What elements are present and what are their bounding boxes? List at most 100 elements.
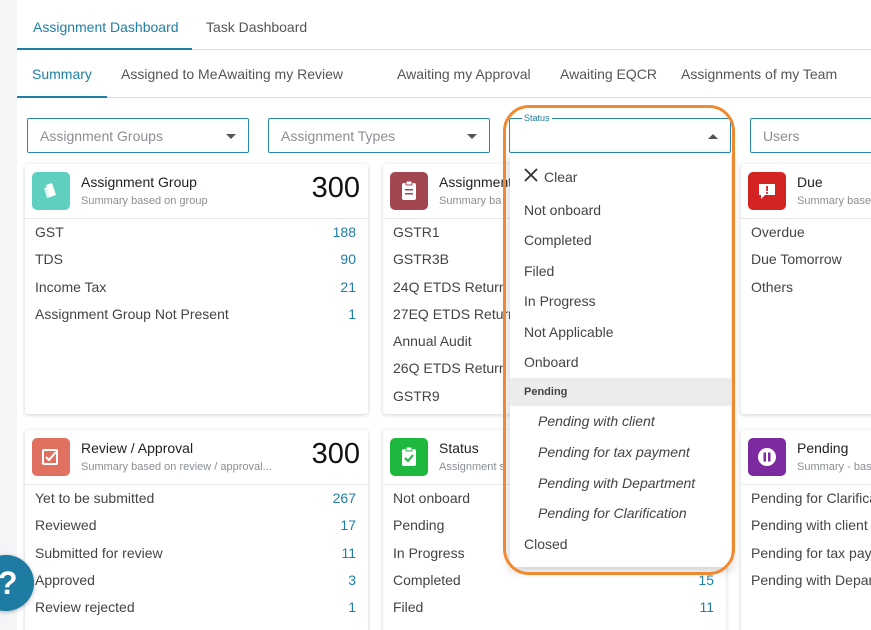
row-label: Due Tomorrow: [751, 251, 842, 268]
status-select[interactable]: Status: [509, 113, 731, 153]
tags-icon: [32, 172, 70, 210]
list-item[interactable]: Completed 15: [383, 567, 726, 594]
status-sub-option[interactable]: Pending with Department: [538, 475, 696, 491]
tab-task-dashboard[interactable]: Task Dashboard: [206, 19, 308, 35]
card-rows: Pending for Clarifica Pending with clien…: [741, 484, 871, 594]
tab-awaiting-my-review[interactable]: Awaiting my Review: [218, 66, 344, 82]
list-item[interactable]: Pending for tax pay: [741, 540, 871, 567]
card-title: Pending: [797, 440, 849, 456]
list-item[interactable]: Review rejected 1: [25, 594, 368, 621]
row-label: In Progress: [393, 544, 465, 561]
row-label: Reviewed: [35, 517, 97, 534]
card-title: Status: [439, 440, 479, 456]
status-sub-option[interactable]: Pending for tax payment: [538, 444, 690, 460]
list-item[interactable]: Income Tax 21: [25, 274, 368, 301]
list-item[interactable]: TDS 90: [25, 246, 368, 273]
clear-button[interactable]: Clear: [524, 163, 577, 191]
assignment-groups-select[interactable]: Assignment Groups: [27, 118, 249, 153]
list-item[interactable]: Pending with client: [741, 512, 871, 539]
status-sub-option[interactable]: Pending with client: [538, 413, 655, 429]
status-sub-option[interactable]: Pending for Clarification: [538, 505, 687, 521]
list-item[interactable]: GSTR9: [383, 383, 726, 410]
list-item[interactable]: Overdue: [741, 219, 871, 246]
close-icon: [524, 163, 538, 191]
list-item[interactable]: Annual Audit: [383, 328, 726, 355]
tab-assigned-to-me[interactable]: Assigned to Me: [121, 66, 218, 82]
list-item[interactable]: Pending with Depar: [741, 567, 871, 594]
row-value[interactable]: 15: [698, 571, 714, 588]
clear-label: Clear: [544, 169, 578, 185]
status-group-header: Pending: [510, 378, 731, 406]
row-value[interactable]: 21: [340, 278, 356, 295]
row-value[interactable]: 17: [340, 517, 356, 534]
status-option[interactable]: Onboard: [524, 354, 579, 370]
row-label: Pending for tax pay: [751, 544, 871, 561]
tab-awaiting-my-approval[interactable]: Awaiting my Approval: [397, 66, 531, 82]
clipboard-icon: [390, 172, 428, 210]
row-label: Pending: [393, 517, 445, 534]
list-item[interactable]: Submitted for review 11: [25, 540, 368, 567]
caret-down-icon: [226, 134, 236, 139]
row-value[interactable]: 3: [348, 571, 356, 588]
list-item[interactable]: Filed 11: [383, 594, 726, 621]
row-label: Overdue: [751, 224, 805, 240]
list-item[interactable]: Pending: [383, 512, 726, 539]
row-label: GSTR1: [393, 224, 440, 240]
caret-up-icon: [708, 134, 718, 139]
list-item[interactable]: Due Tomorrow: [741, 246, 871, 273]
card-subtitle: Summary base: [797, 195, 871, 207]
card-total: 300: [311, 438, 360, 470]
status-option[interactable]: Closed: [524, 536, 568, 552]
list-item[interactable]: GSTR3B: [383, 246, 726, 273]
row-value[interactable]: 267: [332, 490, 356, 506]
list-item[interactable]: Not onboard: [383, 485, 726, 512]
users-select[interactable]: Users: [750, 118, 871, 153]
list-item[interactable]: 27EQ ETDS Return: [383, 301, 726, 328]
list-item[interactable]: 24Q ETDS Return: [383, 274, 726, 301]
row-value[interactable]: 11: [699, 599, 714, 616]
row-value[interactable]: 90: [340, 251, 356, 268]
checkbox-edit-icon: [32, 438, 70, 476]
row-label: Annual Audit: [393, 333, 472, 350]
status-select-label: Status: [522, 113, 552, 123]
row-label: TDS: [35, 251, 63, 268]
card-subtitle: Summary based on review / approval...: [81, 461, 272, 473]
tab-assignments-of-my-team[interactable]: Assignments of my Team: [681, 66, 838, 82]
assignment-types-select[interactable]: Assignment Types: [268, 118, 490, 153]
row-value[interactable]: 188: [332, 224, 356, 240]
tab-awaiting-eqcr[interactable]: Awaiting EQCR: [560, 66, 658, 82]
list-item[interactable]: GST 188: [25, 219, 368, 246]
status-option[interactable]: Filed: [524, 263, 555, 279]
row-value[interactable]: 1: [348, 599, 356, 616]
list-item[interactable]: Reviewed 17: [25, 512, 368, 539]
assignment-types-placeholder: Assignment Types: [281, 128, 396, 144]
row-label: GSTR9: [393, 387, 440, 404]
tab-assignment-dashboard[interactable]: Assignment Dashboard: [17, 5, 192, 50]
status-option[interactable]: Not onboard: [524, 202, 602, 218]
list-item[interactable]: In Progress: [383, 540, 726, 567]
row-label: Pending with Depar: [751, 571, 871, 588]
review-approval-card: Review / Approval Summary based on revie…: [25, 430, 368, 630]
list-item[interactable]: Pending for Clarifica: [741, 485, 871, 512]
list-item[interactable]: 26Q ETDS Return: [383, 355, 726, 382]
list-item[interactable]: GSTR1: [383, 219, 726, 246]
assignment-sub-tabs: Summary Assigned to Me Awaiting my Revie…: [17, 52, 871, 98]
row-value[interactable]: 11: [341, 544, 356, 561]
card-subtitle: Summary - bas: [797, 461, 871, 473]
due-card: Due Summary base Overdue Due Tomorrow Ot…: [741, 164, 871, 414]
clipboard-check-icon: [390, 438, 428, 476]
status-option[interactable]: Completed: [524, 232, 592, 248]
row-label: Review rejected: [35, 599, 135, 616]
list-item[interactable]: Assignment Group Not Present 1: [25, 301, 368, 328]
assignment-group-card: Assignment Group Summary based on group …: [25, 164, 368, 414]
row-label: Not onboard: [393, 490, 471, 506]
row-label: 24Q ETDS Return: [393, 278, 507, 295]
dashboard-tabs: Assignment Dashboard Task Dashboard: [17, 5, 871, 50]
status-option[interactable]: In Progress: [524, 293, 596, 309]
list-item[interactable]: Approved 3: [25, 567, 368, 594]
tab-summary[interactable]: Summary: [17, 52, 107, 98]
status-option[interactable]: Not Applicable: [524, 324, 614, 340]
list-item[interactable]: Others: [741, 274, 871, 301]
row-value[interactable]: 1: [348, 305, 356, 322]
list-item[interactable]: Yet to be submitted 267: [25, 485, 368, 512]
